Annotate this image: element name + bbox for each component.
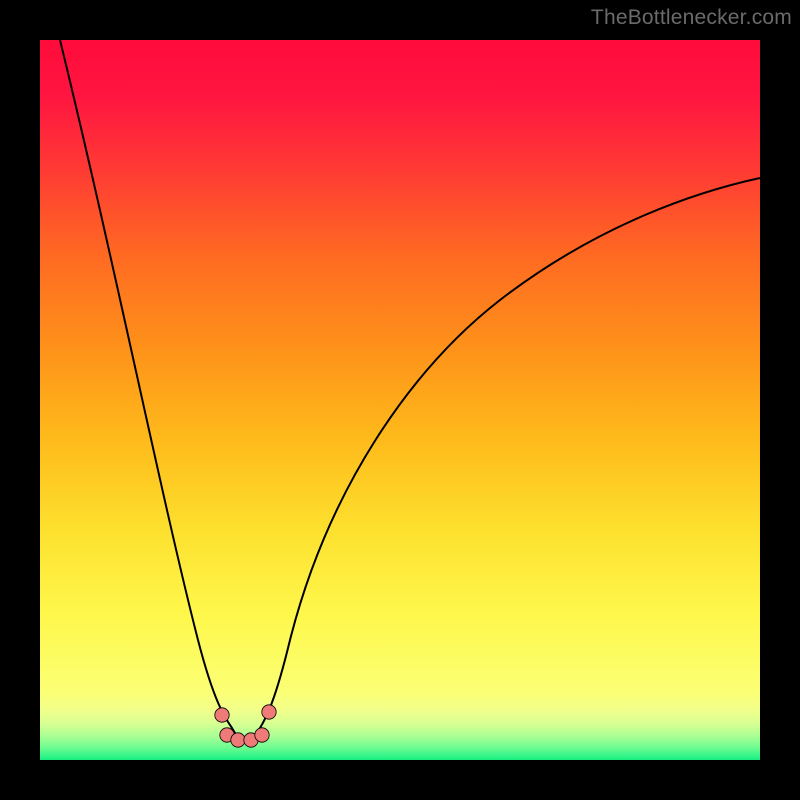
chart-svg bbox=[0, 0, 800, 800]
bottleneck-curve bbox=[60, 40, 760, 738]
valley-marker-dot bbox=[231, 733, 245, 747]
frame: TheBottlenecker.com bbox=[0, 0, 800, 800]
valley-marker-dot bbox=[262, 705, 276, 719]
watermark-text: TheBottlenecker.com bbox=[591, 6, 792, 30]
valley-marker-dot bbox=[215, 708, 229, 722]
valley-marker-group bbox=[215, 705, 276, 747]
valley-marker-dot bbox=[255, 728, 269, 742]
